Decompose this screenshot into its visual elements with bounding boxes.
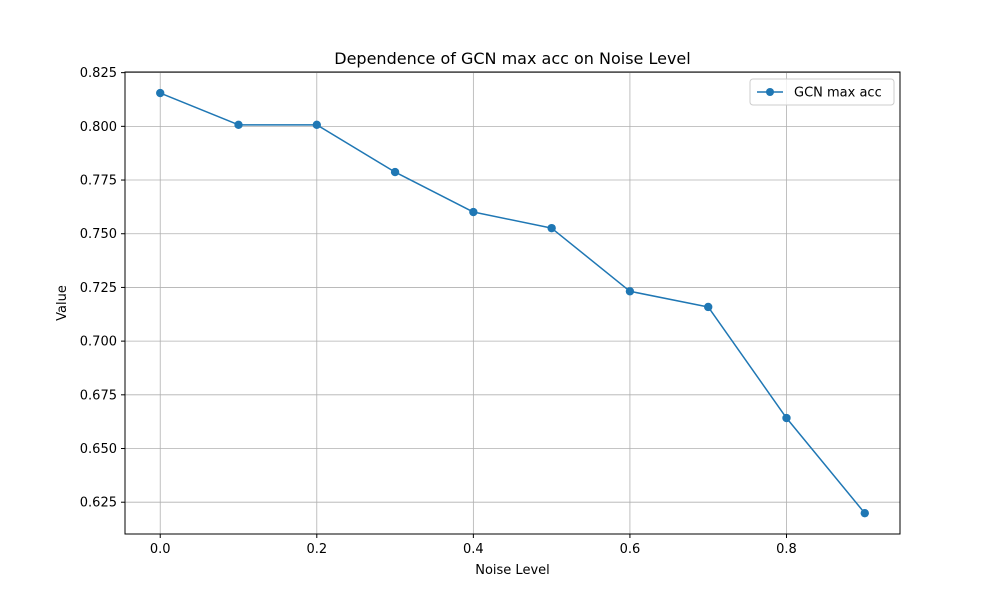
data-point [469, 207, 478, 217]
x-axis-title: Noise Level [475, 563, 550, 578]
y-tick-label: 0.800 [80, 120, 117, 135]
legend-box [749, 78, 895, 106]
legend-label-gcn-max-acc: GCN max acc [794, 86, 882, 101]
x-axis: 0.0 0.2 0.4 0.6 0.8 [150, 534, 797, 557]
y-tick-label: 0.725 [80, 281, 117, 296]
chart-title: Dependence of GCN max acc on Noise Level [334, 49, 690, 68]
y-tick-label: 0.775 [80, 174, 117, 189]
data-point [312, 120, 321, 130]
y-tick-label: 0.750 [80, 227, 117, 242]
x-tick-label: 0.4 [463, 542, 484, 557]
y-tick-label: 0.625 [80, 496, 117, 511]
x-tick-label: 0.2 [306, 542, 327, 557]
y-tick-label: 0.650 [80, 442, 117, 457]
grid [125, 72, 900, 534]
data-point [547, 223, 556, 233]
legend: GCN max acc [749, 78, 895, 106]
series-layer [156, 88, 869, 518]
data-point [704, 302, 713, 312]
data-point [156, 88, 165, 98]
data-point [390, 167, 400, 177]
x-tick-label: 0.6 [620, 542, 641, 557]
x-tick-label: 0.0 [150, 542, 171, 557]
legend-marker-swatch [766, 88, 774, 96]
x-tick-label: 0.8 [776, 542, 797, 557]
y-axis-title: Value [55, 285, 70, 321]
y-tick-label: 0.675 [80, 388, 117, 403]
data-point [782, 413, 791, 423]
y-axis: 0.625 0.650 0.675 0.700 0.725 0.750 0.775 0.800… [80, 66, 125, 511]
series-line [159, 92, 866, 514]
data-point [625, 287, 635, 296]
data-point [860, 508, 869, 518]
y-tick-label: 0.825 [80, 66, 117, 81]
data-point [234, 120, 243, 130]
plot-frame [124, 71, 901, 535]
y-tick-label: 0.700 [80, 335, 117, 350]
